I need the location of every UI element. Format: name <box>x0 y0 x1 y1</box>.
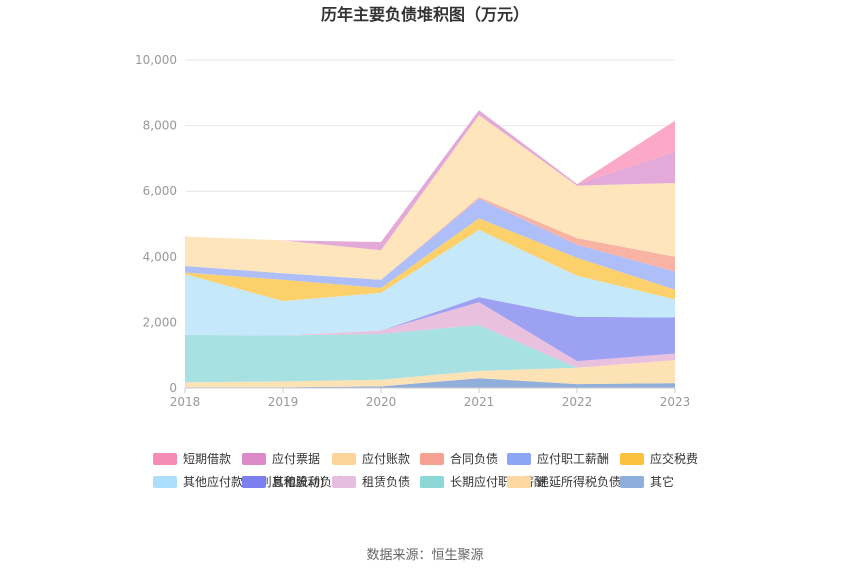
x-tick-label: 2023 <box>660 395 691 409</box>
y-tick-label: 8,000 <box>143 119 177 133</box>
legend-swatch <box>332 453 356 465</box>
area-series <box>185 110 675 251</box>
legend-item[interactable]: 应交税费 <box>620 451 698 466</box>
area-series <box>185 302 675 368</box>
x-tick-label: 2019 <box>268 395 299 409</box>
legend-item[interactable]: 应付票据 <box>242 451 320 466</box>
x-tick-label: 2021 <box>464 395 495 409</box>
legend-swatch <box>420 476 444 488</box>
area-series <box>185 218 675 302</box>
legend-swatch <box>620 476 644 488</box>
legend-label: 其它 <box>650 474 674 489</box>
x-tick-label: 2020 <box>366 395 397 409</box>
legend-item[interactable]: 其他流动负债 <box>242 475 344 489</box>
y-tick-label: 6,000 <box>143 184 177 198</box>
legend-item[interactable]: 应付账款 <box>332 451 410 466</box>
legend-item[interactable]: 应付职工薪酬 <box>507 451 609 466</box>
legend-label: 短期借款 <box>183 452 231 466</box>
legend-item[interactable]: 租赁负债 <box>332 475 410 489</box>
legend-label: 应付票据 <box>272 451 320 466</box>
legend-swatch <box>153 453 177 465</box>
y-tick-label: 4,000 <box>143 250 177 264</box>
legend: 短期借款应付票据应付账款合同负债应付职工薪酬应交税费其他应付款(含利息和股利)其… <box>153 451 698 489</box>
area-series <box>185 325 675 383</box>
legend-swatch <box>332 476 356 488</box>
legend-item[interactable]: 合同负债 <box>420 451 498 466</box>
legend-swatch <box>507 476 531 488</box>
legend-label: 其他流动负债 <box>272 475 344 489</box>
legend-item[interactable]: 递延所得税负债 <box>507 474 621 489</box>
legend-swatch <box>507 453 531 465</box>
legend-label: 递延所得税负债 <box>537 474 621 489</box>
area-series <box>185 198 675 290</box>
legend-swatch <box>153 476 177 488</box>
legend-swatch <box>242 453 266 465</box>
legend-item[interactable]: 其它 <box>620 474 674 489</box>
x-tick-label: 2018 <box>170 395 201 409</box>
y-tick-label: 0 <box>169 381 177 395</box>
legend-label: 长期应付职工薪酬 <box>450 474 546 489</box>
area-series <box>185 297 675 362</box>
area-series <box>185 378 675 388</box>
data-source: 数据来源：恒生聚源 <box>366 548 483 563</box>
legend-label: 合同负债 <box>450 451 498 466</box>
y-tick-label: 2,000 <box>143 315 177 329</box>
axes: 0 2,000 4,000 6,000 8,000 10,000 2018 2019 2020 2… <box>135 53 690 409</box>
legend-label: 应付职工薪酬 <box>537 451 609 466</box>
area-series <box>185 115 675 280</box>
legend-item[interactable]: 短期借款 <box>153 452 231 466</box>
x-tick-label: 2022 <box>562 395 593 409</box>
y-tick-label: 10,000 <box>135 53 177 67</box>
area-series <box>185 360 675 388</box>
legend-label: 租赁负债 <box>362 475 410 489</box>
chart-title: 历年主要负债堆积图（万元） <box>321 5 529 24</box>
stacked-areas <box>185 110 675 388</box>
area-series <box>185 229 675 336</box>
legend-swatch <box>620 453 644 465</box>
legend-label: 应付账款 <box>362 451 410 466</box>
legend-swatch <box>242 476 266 488</box>
legend-swatch <box>420 453 444 465</box>
legend-label: 应交税费 <box>650 451 698 466</box>
